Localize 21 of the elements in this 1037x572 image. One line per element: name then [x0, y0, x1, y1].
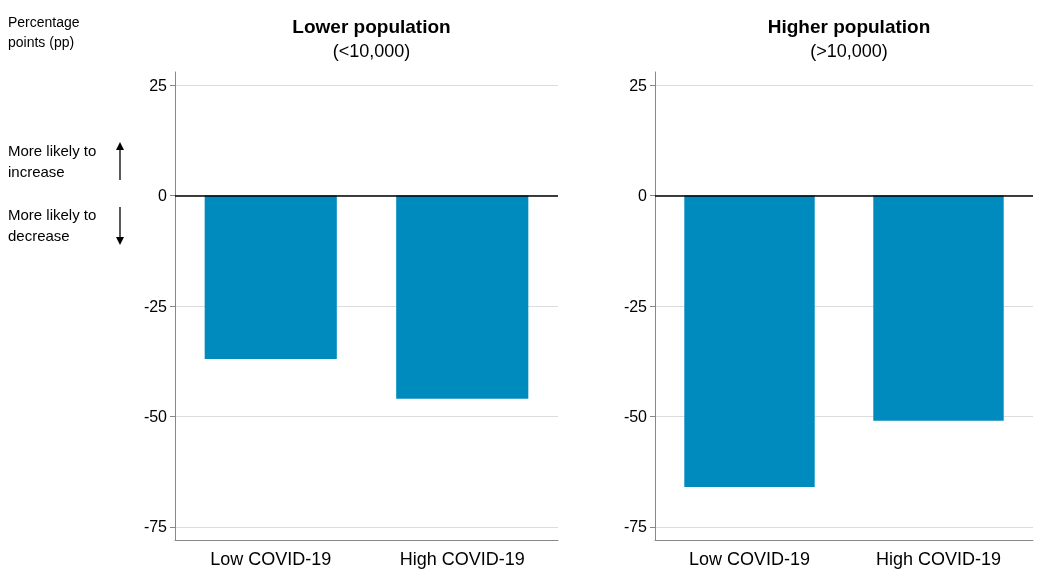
chart-title: Lower population: [292, 16, 451, 37]
y-tick-label: -25: [143, 297, 168, 315]
chart-subtitle: (>10,000): [810, 41, 888, 61]
chart-subtitle: (<10,000): [332, 41, 411, 61]
y-tick-label: 0: [638, 187, 648, 205]
x-tick-label: Low COVID-19: [688, 549, 811, 569]
y-tick-label: -50: [623, 407, 648, 425]
y-tick-label: 25: [629, 76, 648, 94]
y-tick-label: -75: [143, 518, 168, 536]
y-tick-label: -50: [143, 407, 168, 425]
x-tick-label: High COVID-19: [875, 549, 1002, 569]
y-tick-label: 0: [158, 187, 168, 205]
x-tick-label: High COVID-19: [399, 549, 525, 569]
y-tick-label: -75: [623, 518, 648, 536]
y-tick-label: -25: [623, 297, 648, 315]
y-tick-label: 25: [149, 76, 168, 94]
y-axis-title: Percentage points (pp): [8, 14, 84, 50]
chart-title: Higher population: [767, 16, 931, 37]
x-tick-label: Low COVID-19: [210, 549, 332, 569]
text: More likely to decrease: [8, 205, 101, 244]
text: More likely to increase: [8, 141, 101, 180]
